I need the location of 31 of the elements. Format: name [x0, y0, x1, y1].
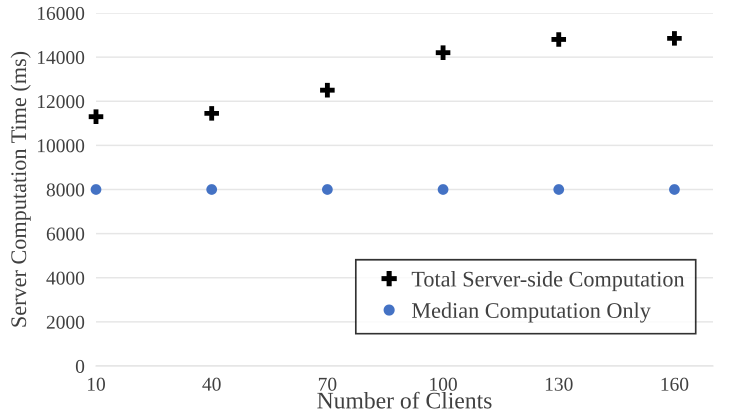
point	[436, 45, 450, 60]
x-tick-label: 40	[202, 378, 221, 391]
x-tick-label: 130	[546, 378, 573, 391]
point	[90, 184, 102, 195]
y-tick-label: 0	[76, 360, 84, 373]
point	[204, 106, 219, 121]
y-tick-label: 8000	[46, 183, 84, 196]
point	[669, 184, 680, 195]
legend-label: Total Server-side Computation	[412, 270, 684, 292]
point	[667, 31, 682, 46]
y-axis-title: Server Computation Time (ms)	[10, 52, 31, 327]
y-tick-label: 14000	[38, 50, 84, 64]
point	[553, 184, 564, 195]
point	[320, 82, 335, 98]
y-tick-label: 10000	[38, 139, 84, 152]
y-tick-label: 12000	[38, 95, 84, 108]
y-tick-label: 6000	[46, 227, 84, 241]
point	[551, 32, 566, 47]
legend-label: Median Computation Only	[412, 302, 651, 323]
point	[322, 184, 333, 195]
x-tick-label: 160	[662, 378, 688, 391]
x-axis-title: Number of Clients	[317, 392, 492, 409]
y-tick-label: 4000	[46, 272, 84, 285]
y-tick-label: 2000	[46, 316, 84, 329]
point	[206, 184, 218, 195]
x-tick-label: 10	[88, 378, 105, 391]
point	[88, 109, 104, 124]
y-tick-label: 16000	[38, 6, 84, 20]
x-tick-label: 100	[430, 378, 457, 391]
x-tick-label: 70	[318, 378, 336, 391]
point	[438, 184, 448, 195]
